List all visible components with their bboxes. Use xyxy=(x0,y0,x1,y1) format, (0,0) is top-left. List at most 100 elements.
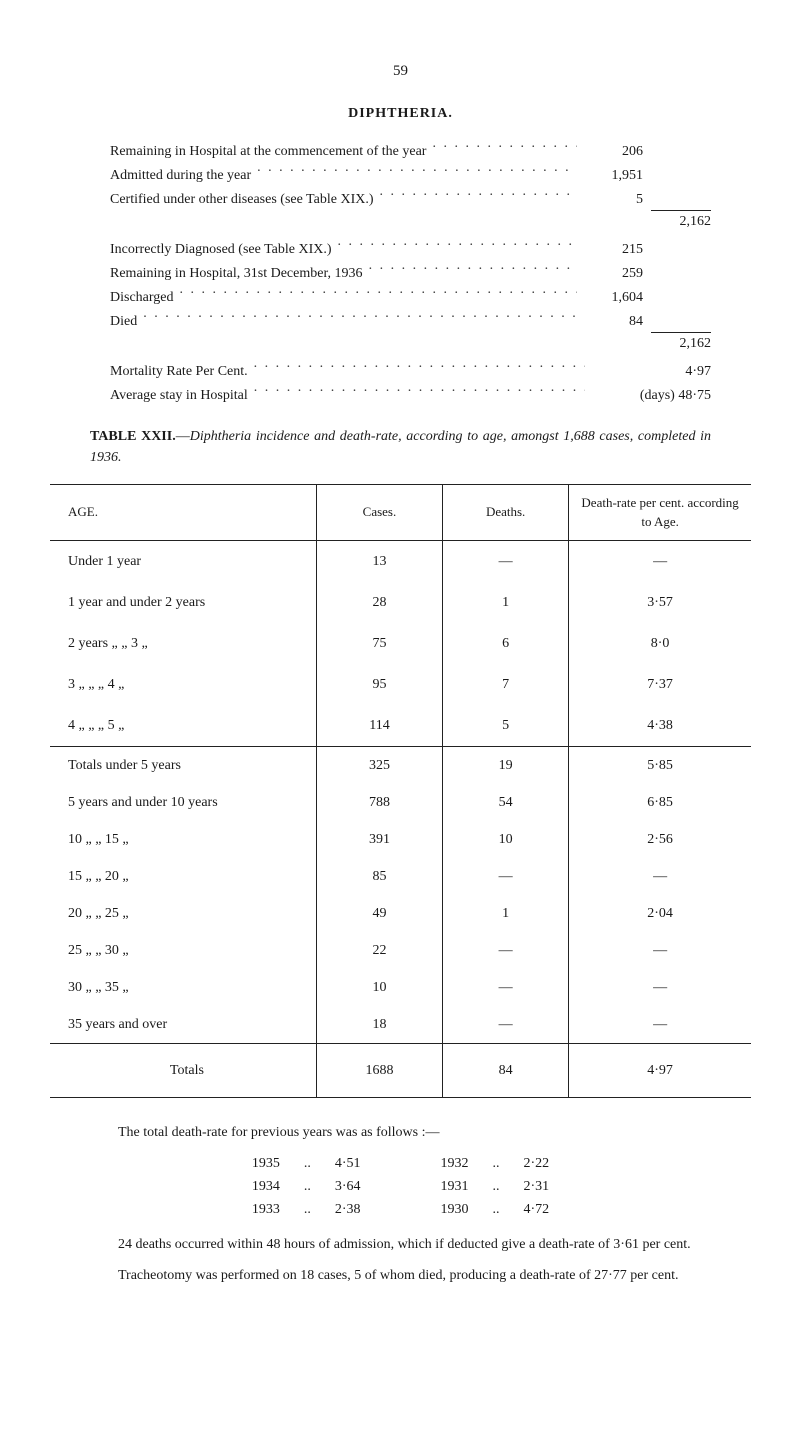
table-cell-cases: 49 xyxy=(316,895,442,932)
summary-label: Discharged xyxy=(110,287,174,308)
summary-label: Died xyxy=(110,311,137,332)
year-sep: .. xyxy=(304,1176,311,1197)
dot-leader xyxy=(338,238,577,253)
year-value: 4·51 xyxy=(335,1153,361,1174)
summary-total-row: 0 2,162 xyxy=(110,332,711,354)
summary-row: Certified under other diseases (see Tabl… xyxy=(110,188,711,210)
table-cell-cases: 18 xyxy=(316,1006,442,1044)
summary-label: Remaining in Hospital, 31st December, 19… xyxy=(110,263,363,284)
year-value: 2·38 xyxy=(335,1199,361,1220)
table-cell-rate: 8·0 xyxy=(569,623,751,664)
summary-value: 4·97 xyxy=(591,361,711,382)
footer-intro: The total death-rate for previous years … xyxy=(90,1122,711,1143)
table-cell-age: 4 „ „ „ 5 „ xyxy=(50,705,316,747)
dot-leader xyxy=(254,384,585,399)
header-age: AGE. xyxy=(50,484,316,540)
table-cell-cases: 391 xyxy=(316,821,442,858)
table-row: 30 „ „ 35 „10—— xyxy=(50,969,751,1006)
year-sep: .. xyxy=(493,1176,500,1197)
summary-value: 1,951 xyxy=(583,165,643,186)
dot-leader xyxy=(257,164,577,179)
summary-value: 206 xyxy=(583,141,643,162)
table-cell-age: Totals under 5 years xyxy=(50,746,316,784)
summary-row: Died840 xyxy=(110,310,711,332)
summary-value: 84 xyxy=(583,311,643,332)
table-cell-deaths: 1 xyxy=(443,895,569,932)
year-sep: .. xyxy=(304,1199,311,1220)
summary-row: Incorrectly Diagnosed (see Table XIX.) 21… xyxy=(110,238,711,260)
table-cell-rate: 3·57 xyxy=(569,582,751,623)
table-cell-cases: 114 xyxy=(316,705,442,747)
table-cell-age: 1 year and under 2 years xyxy=(50,582,316,623)
totals-rate: 4·97 xyxy=(569,1043,751,1097)
table-cell-rate: — xyxy=(569,1006,751,1044)
header-deaths: Deaths. xyxy=(443,484,569,540)
summary-label: Incorrectly Diagnosed (see Table XIX.) xyxy=(110,239,332,260)
table-cell-deaths: 54 xyxy=(443,784,569,821)
totals-label: Totals xyxy=(50,1043,316,1097)
table-cell-deaths: 19 xyxy=(443,746,569,784)
summary-row: Average stay in Hospital(days) 48·75 xyxy=(110,384,711,406)
year-value: 3·64 xyxy=(335,1176,361,1197)
dot-leader xyxy=(180,286,578,301)
table-cell-deaths: 5 xyxy=(443,705,569,747)
table-cell-deaths: — xyxy=(443,858,569,895)
table-cell-rate: — xyxy=(569,858,751,895)
table-cell-cases: 85 xyxy=(316,858,442,895)
table-caption-label: TABLE XXII. xyxy=(90,429,176,444)
table-cell-deaths: — xyxy=(443,932,569,969)
summary-label: Mortality Rate Per Cent. xyxy=(110,361,248,382)
year-value: 2·22 xyxy=(524,1153,550,1174)
year-label: 1933 xyxy=(252,1199,280,1220)
dot-leader xyxy=(432,140,577,155)
table-cell-rate: — xyxy=(569,540,751,582)
table-row: 3 „ „ „ 4 „9577·37 xyxy=(50,664,751,705)
table-cell-cases: 788 xyxy=(316,784,442,821)
table-cell-deaths: — xyxy=(443,540,569,582)
table-row: 25 „ „ 30 „22—— xyxy=(50,932,751,969)
dot-leader xyxy=(254,360,585,375)
table-cell-cases: 28 xyxy=(316,582,442,623)
year-sep: .. xyxy=(493,1199,500,1220)
page-number: 59 xyxy=(50,60,751,83)
footer-para-1: 24 deaths occurred within 48 hours of ad… xyxy=(90,1234,711,1255)
summary-block: Remaining in Hospital at the commencemen… xyxy=(110,140,711,406)
table-cell-deaths: 10 xyxy=(443,821,569,858)
dot-leader xyxy=(369,262,577,277)
table-row: 35 years and over18—— xyxy=(50,1006,751,1044)
table-row: 2 years „ „ 3 „7568·0 xyxy=(50,623,751,664)
table-row: 15 „ „ 20 „85—— xyxy=(50,858,751,895)
table-cell-age: 20 „ „ 25 „ xyxy=(50,895,316,932)
year-value: 4·72 xyxy=(524,1199,550,1220)
summary-row: Discharged1,6040 xyxy=(110,286,711,308)
year-label: 1930 xyxy=(441,1199,469,1220)
table-cell-age: 3 „ „ „ 4 „ xyxy=(50,664,316,705)
table-cell-cases: 325 xyxy=(316,746,442,784)
summary-label: Admitted during the year xyxy=(110,165,251,186)
table-cell-age: 25 „ „ 30 „ xyxy=(50,932,316,969)
summary-row: Remaining in Hospital, 31st December, 19… xyxy=(110,262,711,284)
summary-total-row: 0 2,162 xyxy=(110,210,711,232)
section-title: DIPHTHERIA. xyxy=(50,103,751,124)
summary-value: 215 xyxy=(583,239,643,260)
table-cell-age: 30 „ „ 35 „ xyxy=(50,969,316,1006)
table-cell-rate: 7·37 xyxy=(569,664,751,705)
table-cell-deaths: 6 xyxy=(443,623,569,664)
table-cell-cases: 75 xyxy=(316,623,442,664)
year-value: 2·31 xyxy=(524,1176,550,1197)
table-cell-rate: 5·85 xyxy=(569,746,751,784)
table-cell-rate: — xyxy=(569,932,751,969)
header-rate: Death-rate per cent. according to Age. xyxy=(569,484,751,540)
year-label: 1934 xyxy=(252,1176,280,1197)
header-cases: Cases. xyxy=(316,484,442,540)
table-cell-age: Under 1 year xyxy=(50,540,316,582)
table-row: 20 „ „ 25 „4912·04 xyxy=(50,895,751,932)
dot-leader xyxy=(143,310,577,325)
table-cell-rate: — xyxy=(569,969,751,1006)
table-caption-dash: — xyxy=(176,429,190,444)
footer-block: The total death-rate for previous years … xyxy=(90,1122,711,1286)
table-cell-deaths: — xyxy=(443,969,569,1006)
table-cell-deaths: — xyxy=(443,1006,569,1044)
table-cell-cases: 10 xyxy=(316,969,442,1006)
summary-row: Admitted during the year1,9510 xyxy=(110,164,711,186)
